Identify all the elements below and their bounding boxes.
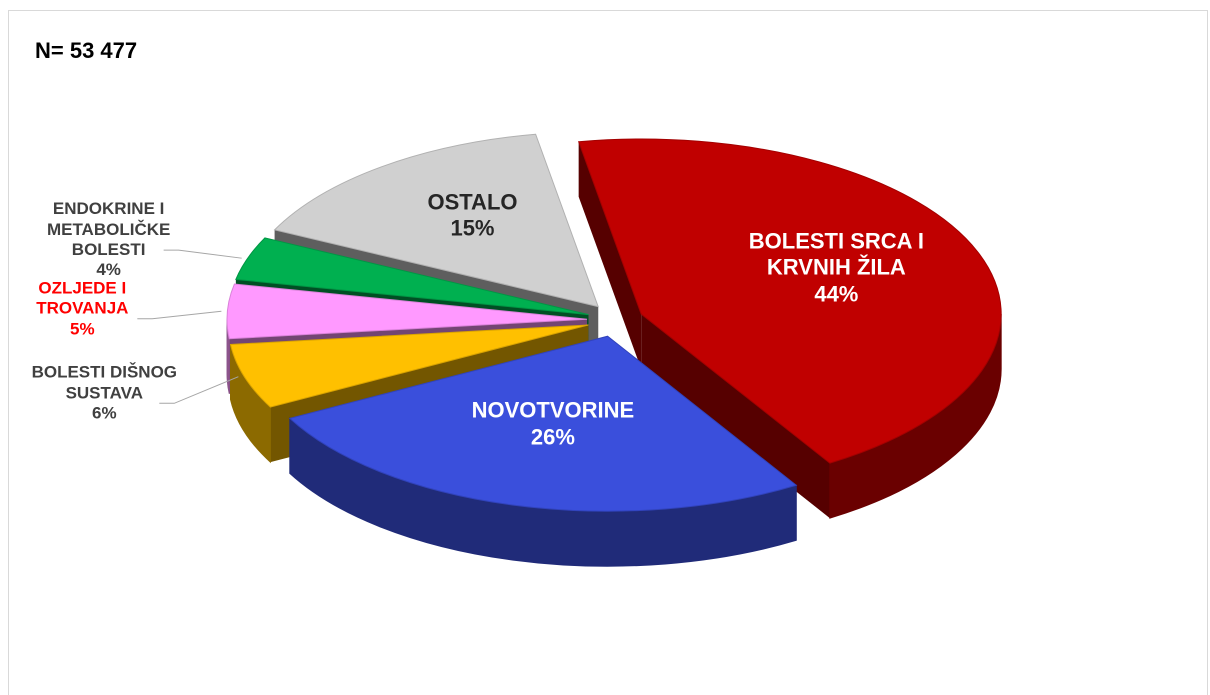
slice-top [288,335,798,512]
slice-label: BOLESTI SRCA I KRVNIH ŽILA 44% [721,228,951,307]
slice-label: OZLJEDE I TROVANJA 5% [5,278,160,339]
slice-side [578,141,642,370]
slice-category: NOVOTVORINE [471,397,635,423]
slice-top [229,324,589,408]
slice-category: BOLESTI DIŠNOG SUSTAVA [31,362,178,403]
slice-top [577,138,1002,464]
chart-frame [8,10,1208,695]
slice-value: 26% [530,424,575,450]
slice-top [235,237,589,316]
slice-top [273,133,599,308]
slice-value: 44% [814,281,859,307]
slice-top [226,283,588,340]
slice-side [641,314,830,519]
slice-value: 6% [92,403,117,423]
slice-label: NOVOTVORINE 26% [438,398,668,451]
leader-line [159,376,239,404]
slice-value: 5% [70,318,95,338]
slice [288,335,798,567]
chart-title: N= 53 477 [35,38,138,63]
slice-category: ENDOKRINE I METABOLIČKE BOLESTI [46,199,171,260]
slice-label: ENDOKRINE I METABOLIČKE BOLESTI 4% [31,199,186,281]
slice-category: OSTALO [427,189,518,215]
leader-line [137,310,222,320]
slice-label: OSTALO 15% [357,189,587,242]
leader-line [163,249,242,259]
slice-label: BOLESTI DIŠNOG SUSTAVA 6% [27,363,182,424]
slice [577,138,1002,519]
slice-value: 15% [450,215,495,241]
slice-value: 4% [96,260,121,280]
slice-category: BOLESTI SRCA I KRVNIH ŽILA [748,228,924,280]
slice-category: OZLJEDE I TROVANJA [36,278,129,318]
